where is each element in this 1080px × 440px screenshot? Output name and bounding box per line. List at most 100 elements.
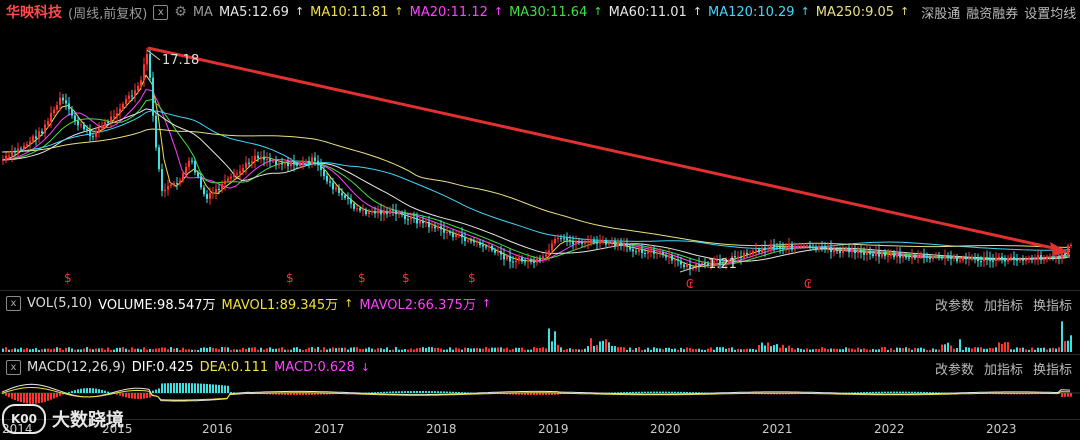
volume-bar	[227, 347, 229, 352]
candle-body	[71, 109, 73, 116]
volume-bar	[323, 347, 325, 352]
volume-bar	[1064, 341, 1066, 352]
volume-bar	[689, 348, 691, 352]
volume-bar	[383, 349, 385, 352]
macd-bar	[269, 393, 271, 395]
macd-bar	[854, 392, 856, 394]
close-box-icon[interactable]: x	[153, 4, 169, 20]
macd-bar	[8, 393, 10, 398]
candle-body	[359, 208, 361, 211]
volume-bar	[617, 347, 619, 352]
volume-bar	[809, 349, 811, 352]
candle-body	[926, 256, 928, 258]
macd-bar	[464, 392, 466, 394]
candle-body	[266, 159, 268, 161]
volume-bar	[86, 347, 88, 352]
volume-bar	[320, 349, 322, 352]
close-box-icon[interactable]: x	[6, 295, 21, 311]
volume-bar	[827, 349, 829, 352]
macd-bar	[458, 392, 460, 394]
macd-bar	[401, 391, 403, 393]
candle-body	[377, 210, 379, 214]
volume-bar	[404, 349, 406, 352]
macd-bar	[866, 391, 868, 393]
macd-bar	[308, 393, 310, 395]
volume-bar	[587, 346, 589, 352]
mavol2: MAVOL2:66.375万	[359, 297, 476, 313]
candle-body	[596, 241, 598, 244]
stock-title: 华映科技	[6, 5, 62, 21]
macd-bar	[302, 393, 304, 395]
candle-body	[950, 257, 952, 259]
macd-bar	[548, 393, 550, 395]
candle-body	[944, 256, 946, 259]
volume-bar	[911, 349, 913, 352]
volume-bar	[77, 349, 79, 352]
volume-bar	[950, 345, 952, 352]
candle-body	[119, 108, 121, 114]
macd-bar	[284, 393, 286, 395]
edit-params-button[interactable]: 改参数	[934, 363, 974, 378]
candle-body	[434, 226, 436, 229]
candle-body	[308, 160, 310, 164]
candle-body	[113, 116, 115, 118]
macd-bar	[461, 392, 463, 394]
candle-body	[257, 155, 259, 159]
macd-bar	[419, 391, 421, 393]
candle-body	[680, 260, 682, 265]
macd-bar	[200, 383, 202, 393]
candle-body	[161, 169, 163, 191]
gear-icon[interactable]: ⚙	[174, 4, 187, 20]
macd-bar	[14, 393, 16, 401]
candle-body	[224, 180, 226, 185]
header-link-0[interactable]: 深股通	[921, 6, 961, 22]
header-link-1[interactable]: 融资融券	[966, 6, 1019, 22]
edit-params-button[interactable]: 改参数	[934, 299, 974, 314]
candle-body	[527, 259, 529, 262]
macd-bar	[23, 393, 25, 403]
candle-body	[575, 241, 577, 245]
volume-bar	[1007, 342, 1009, 352]
volume-bar	[1013, 349, 1015, 352]
volume-bar	[842, 349, 844, 352]
volume-bar	[356, 347, 358, 352]
volume-panel-header: x VOL(5,10) VOLUME:98.547万 MAVOL1:89.345…	[6, 293, 497, 313]
volume-bar	[986, 348, 988, 352]
macd-bar	[923, 391, 925, 393]
candle-body	[155, 115, 157, 148]
volume-bar	[512, 348, 514, 352]
switch-indicator-button[interactable]: 换指标	[1032, 299, 1072, 314]
add-indicator-button[interactable]: 加指标	[983, 363, 1023, 378]
candle-body	[932, 256, 934, 260]
volume-bar	[641, 349, 643, 352]
macd-bar	[1064, 393, 1066, 397]
header-link-2[interactable]: 设置均线 ▾	[1024, 6, 1080, 22]
candle-body	[626, 243, 628, 247]
macd-bar	[371, 392, 373, 394]
candle-body	[974, 257, 976, 260]
volume-bar	[527, 349, 529, 352]
event-marker: $	[358, 271, 366, 285]
volume-bar	[362, 348, 364, 352]
candle-body	[389, 209, 391, 214]
switch-indicator-button[interactable]: 换指标	[1032, 363, 1072, 378]
close-box-icon[interactable]: x	[6, 359, 21, 375]
volume-bar	[242, 347, 244, 352]
candle-body	[209, 193, 211, 199]
candle-body	[1061, 253, 1063, 258]
candle-body	[320, 165, 322, 170]
candle-body	[1016, 259, 1018, 261]
candle-body	[545, 254, 547, 257]
volume-bar	[749, 348, 751, 352]
volume-bar	[1019, 348, 1021, 352]
high-label: 17.18	[162, 53, 199, 68]
candle-body	[368, 212, 370, 215]
macd-bar	[287, 393, 289, 395]
volume-bar	[674, 348, 676, 352]
add-indicator-button[interactable]: 加指标	[983, 299, 1023, 314]
volume-bar	[5, 347, 7, 352]
volume-bar	[419, 347, 421, 352]
volume-bar	[860, 349, 862, 352]
macd-bar	[683, 391, 685, 393]
